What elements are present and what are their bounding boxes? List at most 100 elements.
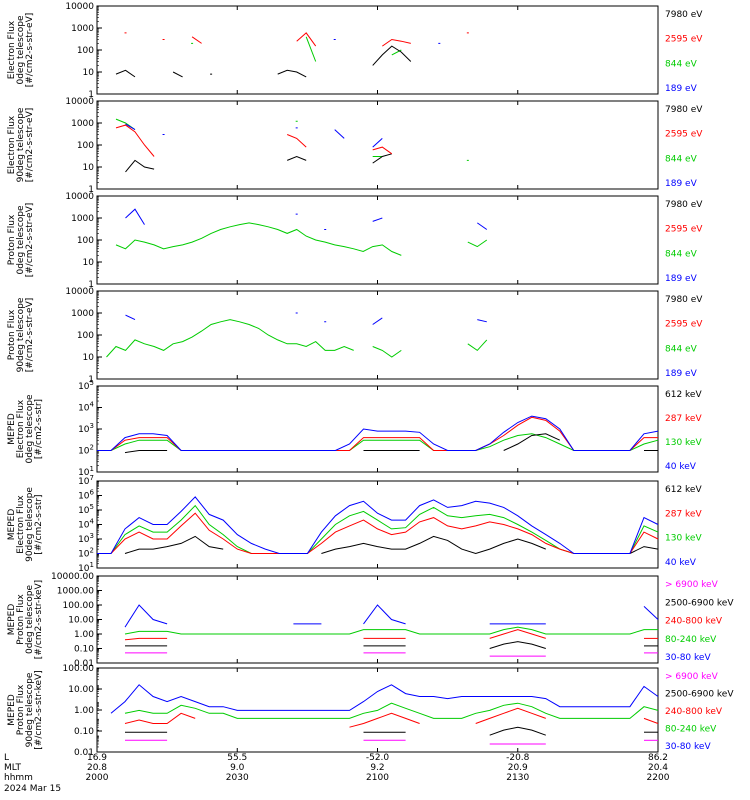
y-tick-label: 102 — [78, 547, 94, 560]
y-tick-label: 10000 — [65, 192, 94, 202]
legend-entry: 80-240 keV — [665, 635, 717, 645]
y-tick-label: 100 — [77, 46, 94, 56]
y-tick-label: 0.10 — [74, 727, 94, 737]
y-tick-label: 1000 — [71, 214, 94, 224]
series-line — [305, 36, 317, 62]
x-tick-label-MLT: 20.9 — [508, 763, 528, 773]
legend-entry: 7980 eV — [665, 10, 703, 20]
y-tick-label: 102 — [78, 444, 94, 457]
x-tick-label-MLT: 9.0 — [230, 763, 245, 773]
y-tick-label: 0.01 — [74, 748, 94, 758]
series-line — [115, 222, 402, 256]
legend-entry: > 6900 keV — [665, 580, 719, 590]
y-axis-label: [#/cm2-s-str] — [34, 399, 44, 459]
x-tick-label-L: 86.2 — [648, 753, 668, 763]
y-axis-label: [#/cm2-s-str-eV] — [25, 108, 35, 183]
series-line — [125, 123, 136, 131]
legend-entry: 287 keV — [665, 414, 702, 424]
series-line — [125, 159, 155, 173]
series-line — [97, 512, 659, 554]
panel-1: 1 10 100 1000 10000 Electron Flux 0deg telesco… — [7, 2, 703, 100]
series-line — [489, 629, 546, 639]
series-line — [97, 416, 658, 451]
x-tick-label-hhmm: 2000 — [86, 773, 109, 783]
series-line — [110, 684, 659, 714]
legend-entry: 189 eV — [665, 369, 698, 379]
y-tick-label: 10000 — [65, 97, 94, 107]
series-line — [115, 124, 155, 157]
y-tick-label: 100 — [77, 141, 94, 151]
legend-entry: 844 eV — [665, 154, 698, 164]
plot-frame — [96, 100, 659, 190]
series-line — [296, 32, 317, 47]
legend-entry: 30-80 keV — [665, 653, 711, 663]
series-line — [124, 712, 196, 724]
y-axis-label: [#/cm2-s-str-keV] — [34, 670, 44, 749]
series-line — [489, 726, 546, 736]
legend-entry: 40 keV — [665, 462, 697, 472]
y-tick-label: 0.01 — [74, 659, 94, 669]
legend-entry: 612 keV — [665, 485, 702, 495]
series-line — [115, 69, 136, 78]
y-tick-label: 104 — [78, 401, 94, 414]
panel-7: 0.01 0.10 1.00 10.00 100.00 1000.00 10000.00 ME… — [7, 572, 734, 669]
series-line — [372, 45, 412, 66]
y-tick-label: 103 — [78, 532, 94, 545]
series-line — [372, 217, 383, 222]
legend-entry: 2595 eV — [665, 320, 703, 330]
series-line — [477, 319, 487, 323]
panel-4: 1 10 100 1000 10000 Proton Flux 90deg telescop… — [7, 287, 703, 385]
series-line — [363, 604, 406, 625]
x-tick-label-L: -52.0 — [366, 753, 390, 763]
legend-entry: 844 eV — [665, 59, 698, 69]
series-line — [372, 138, 383, 148]
y-tick-label: 1000 — [71, 119, 94, 129]
y-tick-label: 107 — [78, 474, 94, 487]
x-axis-labels: L MLT hhmm 2024 Mar 15 16.920.8200055.59… — [4, 753, 670, 794]
y-axis-label: Electron Flux — [16, 495, 26, 554]
series-line — [124, 535, 224, 554]
series-line — [97, 433, 659, 451]
plot-frame — [96, 290, 659, 380]
legend-entry: 30-80 keV — [665, 742, 711, 752]
series-line — [125, 314, 136, 321]
series-line — [287, 155, 307, 161]
y-tick-label: 1000.00 — [57, 587, 94, 597]
x-tick-label-hhmm: 2200 — [647, 773, 670, 783]
y-tick-label: 1.00 — [74, 630, 94, 640]
xaxis-date: 2024 Mar 15 — [4, 784, 61, 794]
y-tick-label: 100 — [77, 331, 94, 341]
series-line — [382, 38, 411, 47]
y-axis-label: 90deg telescope — [25, 487, 35, 562]
y-axis-label: 0deg telescope — [25, 585, 35, 655]
series-line — [172, 71, 183, 78]
y-tick-label: 1 — [88, 280, 94, 290]
x-tick-label-L: 16.9 — [87, 753, 107, 763]
y-axis-label: Proton Flux — [16, 594, 26, 645]
series-line — [489, 641, 546, 649]
panel-2: 1 10 100 1000 10000 Electron Flux 90deg telesc… — [7, 97, 703, 195]
legend-entry: 130 keV — [665, 438, 702, 448]
legend-entry: 40 keV — [665, 558, 697, 568]
plot-frame — [96, 575, 659, 664]
y-tick-label: 10000 — [65, 2, 94, 12]
series-line — [475, 707, 546, 724]
series-line — [503, 433, 561, 451]
x-tick-label-hhmm: 2030 — [226, 773, 249, 783]
y-axis-label: Proton Flux — [7, 309, 17, 360]
x-tick-label-hhmm: 2100 — [366, 773, 389, 783]
plot-frame — [96, 5, 659, 95]
legend-entry: 287 keV — [665, 509, 702, 519]
y-axis-label: Electron Flux — [7, 115, 17, 174]
x-tick-label-L: -20.8 — [506, 753, 530, 763]
y-tick-label: 10.00 — [68, 616, 94, 626]
legend-entry: 2595 eV — [665, 130, 703, 140]
series-line — [643, 717, 659, 724]
y-axis-label: 90deg telescope — [16, 297, 26, 372]
legend-entry: > 6900 keV — [665, 672, 719, 682]
series-line — [349, 712, 420, 728]
y-tick-label: 1.00 — [74, 706, 94, 716]
series-line — [124, 637, 168, 641]
y-axis-label: [#/cm2-s-str-keV] — [34, 580, 44, 659]
